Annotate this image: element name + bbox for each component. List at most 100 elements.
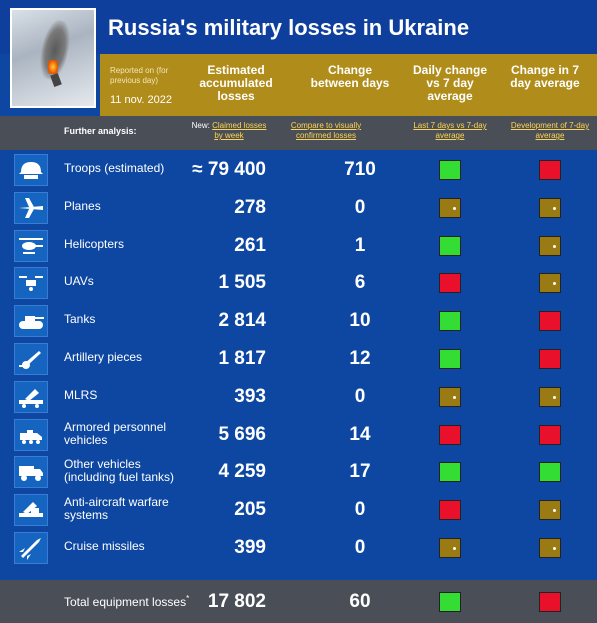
daily-change-indicator	[439, 538, 461, 558]
table-row: Armored personnel vehicles 5 696 14	[0, 415, 597, 453]
compare-link[interactable]: Compare to visually confirmed losses	[280, 121, 372, 141]
table-row: Artillery pieces 1 817 12	[0, 339, 597, 377]
daily-change-indicator	[439, 500, 461, 520]
row-value: 393	[234, 386, 266, 407]
apc-icon	[14, 419, 48, 451]
avg-change-indicator	[539, 273, 561, 293]
last7-link-text[interactable]: Last 7 days vs 7-day average	[413, 121, 487, 140]
avg-change-indicator	[539, 425, 561, 445]
header-estimated: Estimated accumulated losses	[199, 63, 273, 103]
total-label-text: Total equipment losses	[64, 595, 187, 609]
last7-link[interactable]: Last 7 days vs 7-day average	[412, 121, 488, 141]
development-link[interactable]: Development of 7-day average	[510, 121, 590, 141]
analysis-band	[0, 116, 597, 150]
weekly-link-text[interactable]: Claimed losses by week	[212, 121, 267, 140]
table-row: Troops (estimated) ≈ 79 400 710	[0, 150, 597, 188]
row-change: 1	[354, 235, 366, 256]
drone-icon	[14, 267, 48, 299]
row-value: ≈ 79 400	[192, 159, 266, 180]
burning-helicopter-photo	[10, 8, 96, 108]
table-row: Tanks 2 814 10	[0, 301, 597, 339]
missile-icon	[14, 532, 48, 564]
daily-change-indicator	[439, 349, 461, 369]
total-label: Total equipment losses*	[64, 592, 189, 609]
total-value: 17 802	[207, 591, 266, 612]
development-link-text[interactable]: Development of 7-day average	[510, 121, 590, 140]
row-change: 12	[349, 348, 371, 369]
truck-icon	[14, 456, 48, 488]
daily-change-indicator	[439, 311, 461, 331]
row-value: 399	[234, 537, 266, 558]
row-value: 205	[234, 499, 266, 520]
row-label: Cruise missiles	[64, 539, 145, 553]
row-value: 1 817	[218, 348, 266, 369]
artillery-icon	[14, 343, 48, 375]
row-change: 14	[349, 424, 371, 445]
row-label: Helicopters	[64, 237, 125, 251]
daily-change-indicator	[439, 236, 461, 256]
table-row: MLRS 393 0	[0, 377, 597, 415]
avg-change-indicator	[539, 198, 561, 218]
avg-change-indicator	[539, 500, 561, 520]
daily-change-indicator	[439, 198, 461, 218]
row-value: 1 505	[218, 272, 266, 293]
table-row: Helicopters 261 1	[0, 226, 597, 264]
table-row: Cruise missiles 399 0	[0, 528, 597, 566]
daily-change-indicator	[439, 273, 461, 293]
daily-change-indicator	[439, 160, 461, 180]
row-label: Artillery pieces	[64, 350, 143, 364]
avg-change-indicator	[539, 160, 561, 180]
row-label: Tanks	[64, 312, 96, 326]
daily-change-indicator	[439, 425, 461, 445]
report-date: 11 nov. 2022	[110, 94, 172, 106]
table-row: Other vehicles (including fuel tanks) 4 2…	[0, 452, 597, 490]
row-change: 0	[354, 386, 366, 407]
header-change: Change between days	[310, 63, 390, 90]
weekly-prefix: New:	[191, 121, 210, 130]
row-label: Anti-aircraft warfare systems	[64, 495, 169, 522]
weekly-losses-link[interactable]: New: Claimed losses by week	[188, 121, 270, 141]
table-row: UAVs 1 505 6	[0, 263, 597, 301]
helicopter-icon	[14, 230, 48, 262]
compare-link-text[interactable]: Compare to visually confirmed losses	[290, 121, 362, 140]
total-row: Total equipment losses* 17 802 60	[0, 580, 597, 623]
row-label: Planes	[64, 199, 101, 213]
header-daily: Daily change vs 7 day average	[412, 63, 488, 103]
daily-change-indicator	[439, 387, 461, 407]
row-label: UAVs	[64, 274, 94, 288]
total-marker: *	[186, 594, 190, 603]
row-change: 0	[354, 499, 366, 520]
tank-icon	[14, 305, 48, 337]
row-value: 5 696	[218, 424, 266, 445]
table-row: Anti-aircraft warfare systems 205 0	[0, 490, 597, 528]
total-avg-indicator	[539, 592, 561, 612]
avg-change-indicator	[539, 236, 561, 256]
row-change: 10	[349, 310, 371, 331]
header-change7: Change in 7 day average	[510, 63, 580, 90]
row-change: 0	[354, 537, 366, 558]
page-title: Russia's military losses in Ukraine	[108, 15, 470, 40]
row-change: 710	[344, 159, 376, 180]
row-change: 17	[349, 461, 371, 482]
helmet-icon	[14, 154, 48, 186]
row-label: Troops (estimated)	[64, 161, 165, 175]
avg-change-indicator	[539, 462, 561, 482]
row-value: 2 814	[218, 310, 266, 331]
row-value: 261	[234, 235, 266, 256]
row-label: Other vehicles (including fuel tanks)	[64, 457, 175, 484]
row-value: 278	[234, 197, 266, 218]
further-analysis-label: Further analysis:	[64, 126, 137, 136]
table-row: Planes 278 0	[0, 188, 597, 226]
anti-aircraft-icon	[14, 494, 48, 526]
daily-change-indicator	[439, 462, 461, 482]
row-value: 4 259	[218, 461, 266, 482]
avg-change-indicator	[539, 311, 561, 331]
reported-note: Reported on (for previous day)	[110, 66, 169, 85]
avg-change-indicator	[539, 538, 561, 558]
plane-icon	[14, 192, 48, 224]
header-bar	[0, 0, 597, 54]
row-label: Armored personnel vehicles	[64, 420, 167, 447]
row-change: 6	[354, 272, 366, 293]
column-header-band	[100, 54, 597, 116]
avg-change-indicator	[539, 387, 561, 407]
